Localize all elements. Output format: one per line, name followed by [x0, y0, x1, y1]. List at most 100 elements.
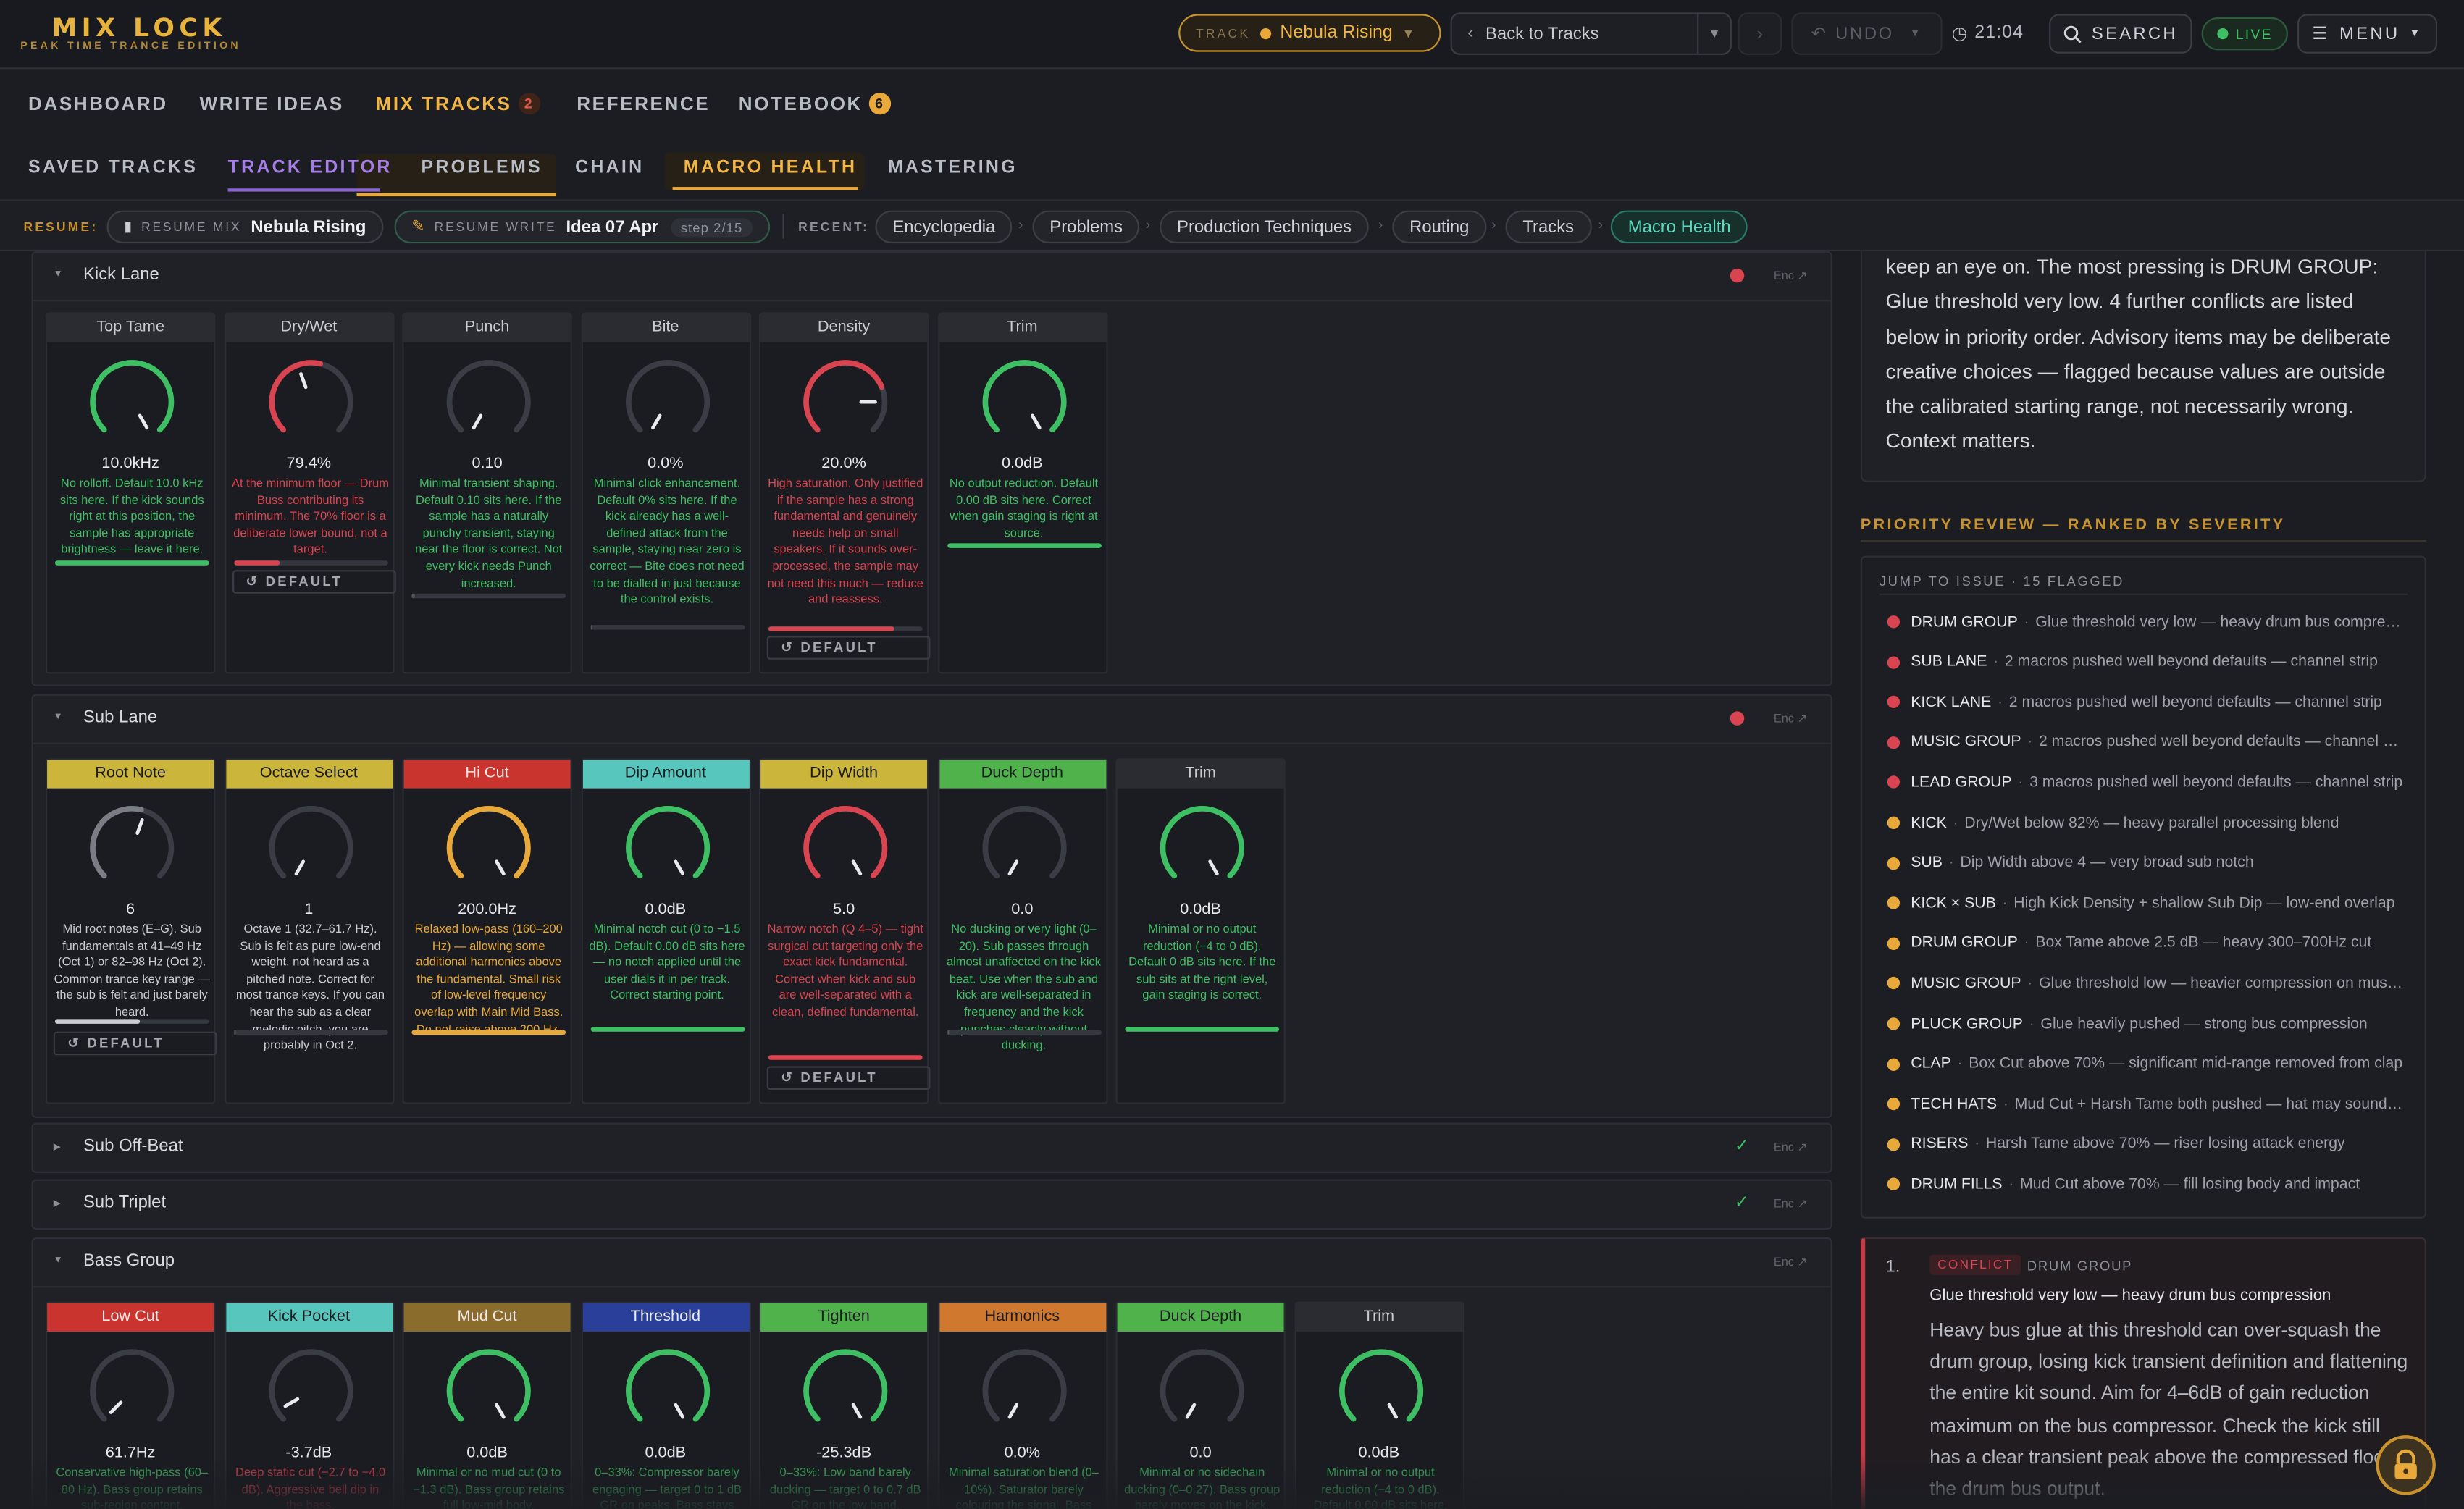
- recent-chip[interactable]: Tracks: [1505, 210, 1591, 244]
- knob[interactable]: [83, 353, 181, 458]
- tab-macro-health[interactable]: MACRO HEALTH: [683, 159, 858, 178]
- issue-row[interactable]: DRUM GROUP · Glue threshold very low — hea…: [1887, 608, 2406, 636]
- menu-button[interactable]: ☰ MENU ▼: [2297, 14, 2438, 54]
- section-header[interactable]: ▶ Sub Off-Beat ✓ Enc ↗: [33, 1125, 1831, 1172]
- tab-mix-tracks[interactable]: MIX TRACKS 2: [376, 92, 540, 115]
- knob[interactable]: [440, 799, 537, 904]
- tab-saved-tracks[interactable]: SAVED TRACKS: [28, 159, 198, 178]
- tab-mastering[interactable]: MASTERING: [887, 159, 1018, 178]
- undo-button[interactable]: ↶ UNDO ▼: [1791, 12, 1943, 55]
- knob-dial[interactable]: [83, 799, 181, 896]
- collapse-caret-icon[interactable]: ▼: [53, 269, 63, 280]
- knob[interactable]: [619, 799, 716, 904]
- knob-dial[interactable]: [1153, 1342, 1251, 1439]
- knob[interactable]: [619, 1342, 716, 1447]
- issue-row[interactable]: TECH HATS · Mud Cut + Harsh Tame both push…: [1887, 1090, 2406, 1118]
- knob-dial[interactable]: [261, 353, 359, 450]
- tab-notebook[interactable]: NOTEBOOK 6: [739, 92, 892, 115]
- collapse-caret-icon[interactable]: ▼: [53, 1256, 63, 1266]
- app-logo[interactable]: MIX LOCK: [51, 12, 227, 43]
- section-sub-off-beat[interactable]: ▶ Sub Off-Beat ✓ Enc ↗: [31, 1122, 1832, 1173]
- knob-dial[interactable]: [797, 1342, 894, 1439]
- knob-dial[interactable]: [261, 1342, 359, 1439]
- knob-dial[interactable]: [975, 353, 1073, 450]
- tab-problems[interactable]: PROBLEMS: [421, 159, 542, 178]
- encyclopedia-link[interactable]: Enc ↗: [1773, 1254, 1808, 1269]
- issue-row[interactable]: LEAD GROUP · 3 macros pushed well beyond d…: [1887, 768, 2406, 796]
- knob[interactable]: [797, 353, 894, 458]
- recent-chip[interactable]: Problems: [1032, 210, 1140, 244]
- recent-chip[interactable]: Encyclopedia: [875, 210, 1013, 244]
- issue-row[interactable]: DRUM GROUP · Box Tame above 2.5 dB — heavy…: [1887, 929, 2406, 957]
- section-header[interactable]: ▼ Bass Group Enc ↗: [33, 1239, 1831, 1286]
- knob-dial[interactable]: [1332, 1342, 1430, 1439]
- knob-dial[interactable]: [797, 353, 894, 450]
- knob[interactable]: [975, 799, 1073, 904]
- knob[interactable]: [797, 799, 894, 904]
- issue-row[interactable]: KICK · Dry/Wet below 82% — heavy parallel …: [1887, 809, 2406, 837]
- forward-button[interactable]: ›: [1738, 12, 1782, 55]
- issue-row[interactable]: PLUCK GROUP · Glue heavily pushed — strong…: [1887, 1009, 2406, 1038]
- knob-dial[interactable]: [83, 353, 181, 450]
- issue-row[interactable]: KICK × SUB · High Kick Density + shallow S…: [1887, 889, 2406, 917]
- recent-chip-active[interactable]: Macro Health: [1610, 210, 1748, 244]
- knob-dial[interactable]: [440, 799, 537, 896]
- issue-row[interactable]: CLAP · Box Cut above 70% — significant mid…: [1887, 1050, 2406, 1078]
- section-header[interactable]: ▶ Sub Triplet ✓ Enc ↗: [33, 1181, 1831, 1228]
- resume-mix-chip[interactable]: ▮ RESUME MIX Nebula Rising: [106, 210, 384, 244]
- expand-caret-icon[interactable]: ▶: [53, 1143, 61, 1153]
- knob-dial[interactable]: [261, 799, 359, 896]
- resume-write-chip[interactable]: ✎ RESUME WRITE Idea 07 Apr step 2/15: [394, 210, 770, 244]
- tab-reference[interactable]: REFERENCE: [577, 92, 711, 115]
- reset-default-button[interactable]: ↺ DEFAULT: [232, 570, 395, 594]
- knob[interactable]: [440, 353, 537, 458]
- expand-caret-icon[interactable]: ▶: [53, 1199, 61, 1209]
- reset-default-button[interactable]: ↺ DEFAULT: [766, 636, 931, 660]
- collapse-caret-icon[interactable]: ▼: [53, 713, 63, 723]
- encyclopedia-link[interactable]: Enc ↗: [1773, 268, 1808, 283]
- section-header[interactable]: ▼ Kick Lane Enc ↗: [33, 253, 1831, 300]
- knob-dial[interactable]: [619, 1342, 716, 1439]
- knob-dial[interactable]: [619, 353, 716, 450]
- encyclopedia-link[interactable]: Enc ↗: [1773, 711, 1808, 726]
- knob[interactable]: [1332, 1342, 1430, 1447]
- recent-chip[interactable]: Production Techniques: [1160, 210, 1369, 244]
- knob-dial[interactable]: [440, 353, 537, 450]
- recent-chip[interactable]: Routing: [1392, 210, 1487, 244]
- knob[interactable]: [440, 1342, 537, 1447]
- tab-track-editor[interactable]: TRACK EDITOR: [227, 159, 393, 178]
- issue-row[interactable]: MUSIC GROUP · Glue threshold low — heavier…: [1887, 970, 2406, 998]
- issue-row[interactable]: RISERS · Harsh Tame above 70% — riser losi…: [1887, 1130, 2406, 1159]
- issue-row[interactable]: SUB · Dip Width above 4 — very broad sub n…: [1887, 849, 2406, 877]
- issue-row[interactable]: KICK LANE · 2 macros pushed well beyond de…: [1887, 688, 2406, 716]
- issue-row[interactable]: SUB LANE · 2 macros pushed well beyond def…: [1887, 648, 2406, 676]
- knob[interactable]: [797, 1342, 894, 1447]
- issue-row[interactable]: MUSIC GROUP · 2 macros pushed well beyond …: [1887, 728, 2406, 757]
- live-indicator[interactable]: LIVE: [2201, 17, 2288, 51]
- chevron-down-icon[interactable]: ▼: [1708, 26, 1721, 41]
- knob-dial[interactable]: [975, 799, 1073, 896]
- knob[interactable]: [261, 1342, 359, 1447]
- issue-row[interactable]: DRUM FILLS · Mud Cut above 70% — fill losi…: [1887, 1170, 2406, 1198]
- knob-dial[interactable]: [975, 1342, 1073, 1439]
- tab-dashboard[interactable]: DASHBOARD: [28, 92, 168, 115]
- knob-dial[interactable]: [619, 799, 716, 896]
- knob[interactable]: [83, 799, 181, 904]
- knob[interactable]: [619, 353, 716, 458]
- knob[interactable]: [1153, 1342, 1251, 1447]
- reset-default-button[interactable]: ↺ DEFAULT: [53, 1031, 217, 1056]
- tab-chain[interactable]: CHAIN: [575, 159, 645, 178]
- knob-dial[interactable]: [440, 1342, 537, 1439]
- knob-dial[interactable]: [1153, 799, 1251, 896]
- tab-write-ideas[interactable]: WRITE IDEAS: [199, 92, 344, 115]
- knob[interactable]: [83, 1342, 181, 1447]
- knob-dial[interactable]: [797, 799, 894, 896]
- back-to-tracks-button[interactable]: ‹ Back to Tracks ▼: [1450, 12, 1732, 55]
- knob[interactable]: [1153, 799, 1251, 904]
- knob[interactable]: [261, 353, 359, 458]
- encyclopedia-link[interactable]: Enc ↗: [1773, 1196, 1808, 1211]
- knob[interactable]: [261, 799, 359, 904]
- knob-dial[interactable]: [83, 1342, 181, 1439]
- search-button[interactable]: SEARCH: [2049, 14, 2192, 54]
- section-header[interactable]: ▼ Sub Lane Enc ↗: [33, 696, 1831, 743]
